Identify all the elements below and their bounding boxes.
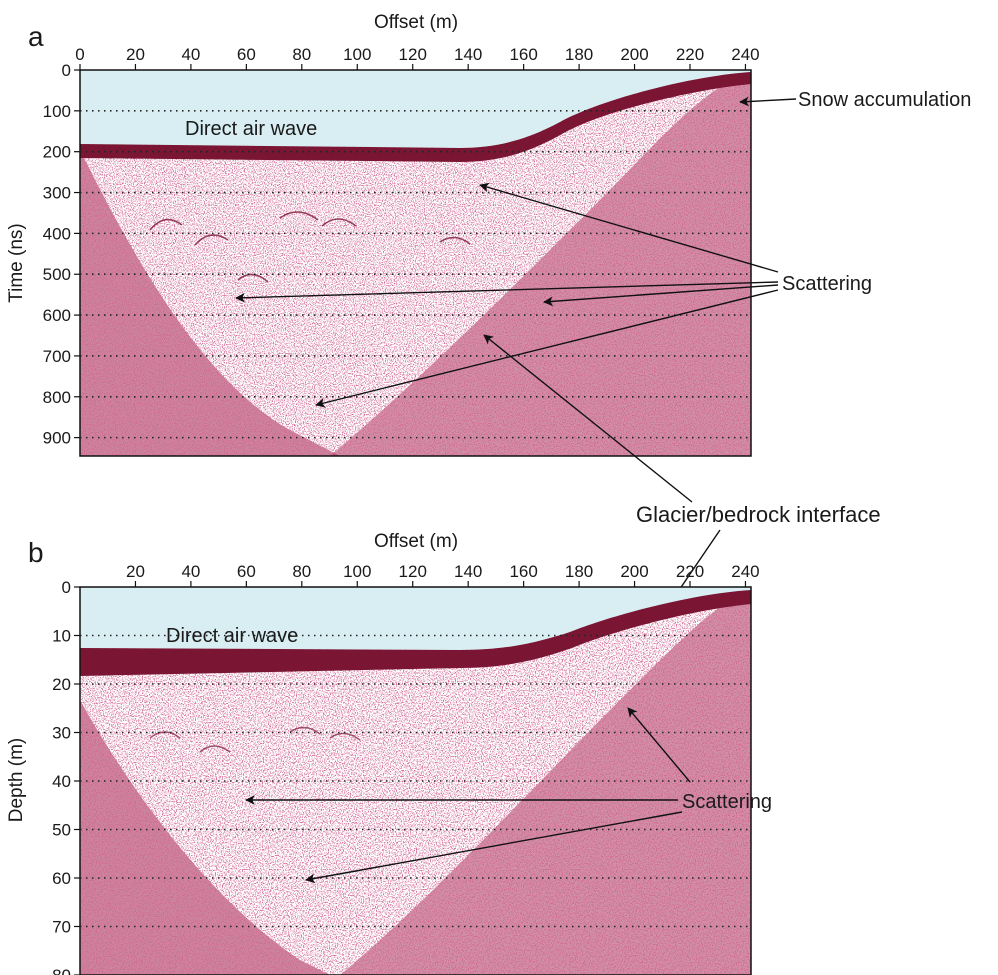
panel-b-letter: b xyxy=(28,537,44,568)
y-tick-label: 20 xyxy=(52,675,71,694)
panel-a-y-axis-title: Time (ns) xyxy=(6,223,27,303)
panel-a-frame xyxy=(79,69,752,457)
glacier-bedrock-arrow-a xyxy=(483,334,693,503)
x-tick-label: 160 xyxy=(509,45,537,64)
panel-b-y-axis-title: Depth (m) xyxy=(6,738,27,822)
panel-a-y-ticks: 0 100 200 300 400 500 600 700 800 900 xyxy=(43,61,80,448)
panel-a: a Offset (m) Time (ns) 0 20 40 60 80 100 120 14… xyxy=(6,12,971,457)
panel-a-scatter-arrow-2 xyxy=(235,281,779,303)
x-tick-label: 20 xyxy=(126,562,145,581)
x-tick-label: 40 xyxy=(181,562,200,581)
panel-a-air-region xyxy=(80,70,751,148)
y-tick-label: 10 xyxy=(52,627,71,646)
y-tick-label: 0 xyxy=(62,61,71,80)
panel-b: b Offset (m) Depth (m) 20 40 60 80 100 120 140… xyxy=(6,531,772,975)
panel-a-scattering-label: Scattering xyxy=(782,273,872,295)
y-tick-label: 40 xyxy=(52,772,71,791)
y-tick-label: 60 xyxy=(52,869,71,888)
panel-a-scatter-arrow-3 xyxy=(543,284,779,307)
x-tick-label: 80 xyxy=(292,45,311,64)
x-tick-label: 100 xyxy=(343,562,371,581)
x-tick-label: 200 xyxy=(620,562,648,581)
x-tick-label: 140 xyxy=(454,562,482,581)
y-tick-label: 700 xyxy=(43,347,71,366)
x-tick-label: 0 xyxy=(75,45,84,64)
x-tick-label: 180 xyxy=(565,45,593,64)
x-tick-label: 100 xyxy=(343,45,371,64)
y-tick-label: 50 xyxy=(52,821,71,840)
y-tick-label: 400 xyxy=(43,224,71,243)
y-tick-label: 500 xyxy=(43,265,71,284)
x-tick-label: 120 xyxy=(399,562,427,581)
glacier-bedrock-interface-label: Glacier/bedrock interface xyxy=(636,502,881,527)
panel-a-gridlines xyxy=(80,110,751,439)
x-tick-label: 240 xyxy=(731,45,759,64)
panel-b-x-axis-title: Offset (m) xyxy=(374,531,458,552)
x-tick-label: 140 xyxy=(454,45,482,64)
panel-a-snow-accumulation-label: Snow accumulation xyxy=(798,89,971,111)
panel-b-x-ticks: 20 40 60 80 100 120 140 160 180 200 220 240 xyxy=(126,562,760,587)
y-tick-label: 100 xyxy=(43,102,71,121)
y-tick-label: 600 xyxy=(43,306,71,325)
y-tick-label: 300 xyxy=(43,184,71,203)
panel-b-y-ticks: 0 10 20 30 40 50 60 70 80 xyxy=(52,578,80,975)
x-tick-label: 120 xyxy=(399,45,427,64)
panel-a-direct-air-wave-label: Direct air wave xyxy=(185,118,317,140)
panel-a-radargram xyxy=(80,70,751,456)
x-tick-label: 160 xyxy=(509,562,537,581)
panel-a-scatter-hyperbolas xyxy=(149,211,471,283)
y-tick-label: 900 xyxy=(43,429,71,448)
panel-a-scatter-arrow-1 xyxy=(479,182,779,273)
y-tick-label: 80 xyxy=(52,966,71,975)
panel-b-air-region xyxy=(80,587,751,650)
panel-a-x-ticks: 0 20 40 60 80 100 120 140 160 180 200 220 240 xyxy=(75,45,760,70)
x-tick-label: 80 xyxy=(292,562,311,581)
y-tick-label: 800 xyxy=(43,388,71,407)
y-tick-label: 70 xyxy=(52,918,71,937)
x-tick-label: 220 xyxy=(676,562,704,581)
x-tick-label: 60 xyxy=(237,562,256,581)
panel-b-scattering-label: Scattering xyxy=(682,791,772,813)
y-tick-label: 200 xyxy=(43,143,71,162)
panel-a-x-axis-title: Offset (m) xyxy=(374,12,458,33)
x-tick-label: 20 xyxy=(126,45,145,64)
panel-b-direct-wave-band xyxy=(80,590,751,676)
x-tick-label: 240 xyxy=(731,562,759,581)
x-tick-label: 40 xyxy=(181,45,200,64)
panel-b-direct-air-wave-label: Direct air wave xyxy=(166,625,298,647)
panel-a-scatter-arrow-4 xyxy=(315,289,779,408)
panel-a-letter: a xyxy=(28,21,44,52)
panel-b-scatter-arrow-2 xyxy=(305,811,683,884)
x-tick-label: 60 xyxy=(237,45,256,64)
x-tick-label: 220 xyxy=(676,45,704,64)
panel-a-direct-wave-band xyxy=(80,72,751,162)
x-tick-label: 180 xyxy=(565,562,593,581)
y-tick-label: 0 xyxy=(62,578,71,597)
panel-b-radargram xyxy=(80,587,751,975)
panel-b-scatter-arrow-3 xyxy=(627,707,691,783)
x-tick-label: 200 xyxy=(620,45,648,64)
panel-a-snow-arrow xyxy=(739,96,797,107)
panel-b-gridlines xyxy=(80,634,751,928)
y-tick-label: 30 xyxy=(52,724,71,743)
